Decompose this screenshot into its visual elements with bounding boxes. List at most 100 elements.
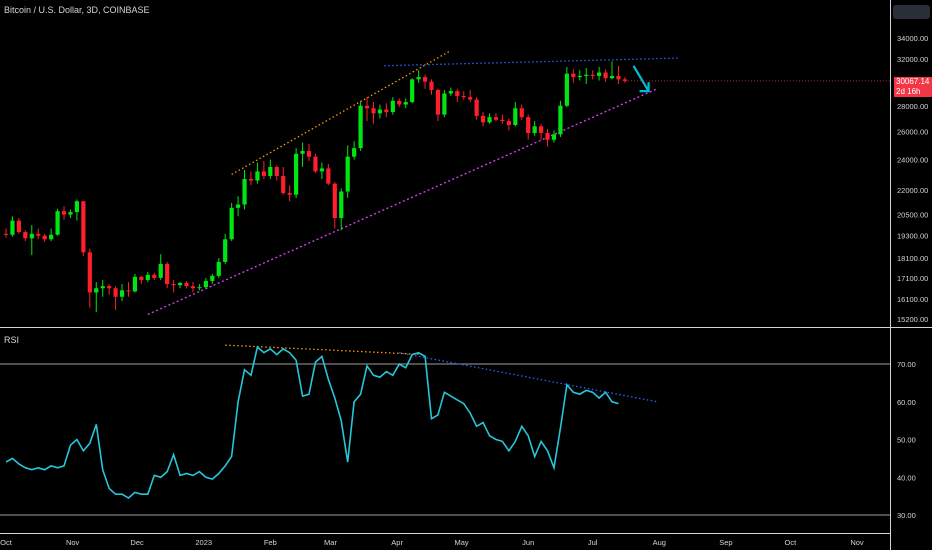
time-tick-label: Feb [264, 538, 277, 547]
upper-channel-line [231, 49, 452, 175]
candle-body [210, 275, 215, 281]
candle-body [268, 166, 273, 176]
candle-body [3, 233, 9, 235]
time-tick-label: Nov [66, 538, 80, 547]
candle-body [184, 283, 189, 287]
candle-body [281, 175, 286, 194]
candle-body [223, 239, 228, 262]
candle-body [326, 168, 331, 184]
candle-body [68, 212, 73, 215]
chart-title: Bitcoin / U.S. Dollar, 3D, COINBASE [4, 5, 150, 15]
candle-body [87, 252, 92, 293]
candle-body [16, 220, 21, 233]
price-tick-label: 18100.00 [897, 254, 928, 263]
candle-body [94, 288, 99, 293]
candle-body [345, 156, 350, 192]
candle-body [49, 234, 54, 240]
rsi-pane [0, 344, 890, 516]
rsi-title: RSI [4, 335, 20, 345]
candle-body [10, 220, 15, 235]
time-tick-label: Apr [391, 538, 403, 547]
rsi-tick-label: 30.00 [897, 511, 916, 520]
time-tick-label: Jun [522, 538, 534, 547]
candle-body [590, 74, 595, 76]
candle-body [119, 290, 125, 297]
candle-body [526, 117, 531, 133]
rsi-tick-label: 60.00 [897, 398, 916, 407]
candle-body [113, 288, 118, 297]
candle-body [216, 261, 221, 276]
candle-body [177, 283, 183, 286]
candle-body [506, 121, 511, 125]
price-tick-label: 32000.00 [897, 55, 928, 64]
candle-body [61, 211, 67, 215]
candle-body [42, 235, 47, 240]
candle-body [107, 286, 112, 289]
time-tick-label: Nov [850, 538, 864, 547]
candle-body [332, 183, 337, 219]
price-pane [3, 49, 890, 316]
current-price-badge: 30067.14 2d 16h [894, 77, 932, 97]
candle-body [551, 134, 557, 140]
candle-body [545, 132, 550, 140]
candle-body [158, 263, 163, 278]
price-tick-label: 34000.00 [897, 34, 928, 43]
candle-body [558, 105, 563, 135]
candle-body [519, 108, 524, 118]
price-tick-label: 24000.00 [897, 156, 928, 165]
candle-body [442, 93, 447, 115]
candle-body [274, 166, 279, 176]
candle-body [584, 74, 589, 76]
time-tick-label: Oct [0, 538, 13, 547]
candle-body [461, 95, 466, 98]
candle-body [287, 193, 292, 195]
time-tick-label: Mar [324, 538, 337, 547]
time-tick-label: Oct [785, 538, 798, 547]
rsi-tick-label: 50.00 [897, 436, 916, 445]
candle-body [190, 286, 196, 289]
candle-body [81, 201, 86, 253]
time-tick-label: May [454, 538, 468, 547]
candle-body [538, 126, 544, 133]
candle-body [532, 126, 537, 133]
candle-body [229, 207, 234, 240]
rsi-divergence-blue [399, 352, 658, 403]
candle-body [55, 211, 60, 235]
candle-body [197, 287, 202, 289]
candle-body [564, 73, 569, 106]
candle-body [448, 91, 453, 94]
candle-body [403, 102, 408, 105]
rsi-line [5, 345, 619, 499]
candle-body [577, 75, 582, 78]
time-tick-label: Jul [588, 538, 598, 547]
candle-body [139, 276, 144, 280]
candle-body [571, 73, 576, 78]
candle-body [416, 77, 421, 80]
price-tick-label: 17100.00 [897, 274, 928, 283]
candle-body [422, 77, 428, 82]
rsi-tick-label: 40.00 [897, 473, 916, 482]
candle-body [597, 72, 602, 76]
candle-body [513, 108, 518, 125]
candle-body [474, 99, 479, 116]
candle-body [390, 100, 395, 113]
candle-body [468, 97, 473, 100]
resistance-line [384, 57, 679, 67]
candle-body [339, 191, 344, 219]
candle-body [319, 168, 325, 172]
price-tick-label: 15200.00 [897, 315, 928, 324]
candle-body [306, 150, 312, 157]
candle-body [616, 75, 621, 80]
countdown-value: 2d 16h [896, 87, 921, 96]
price-scale-top-box[interactable] [893, 5, 930, 19]
candle-body [410, 79, 415, 103]
down-arrow-head [639, 82, 650, 93]
price-tick-label: 26000.00 [897, 128, 928, 137]
candle-body [100, 286, 105, 289]
candle-body [74, 201, 80, 213]
candle-body [455, 91, 460, 96]
candle-body [622, 79, 628, 81]
candle-body [165, 263, 170, 285]
